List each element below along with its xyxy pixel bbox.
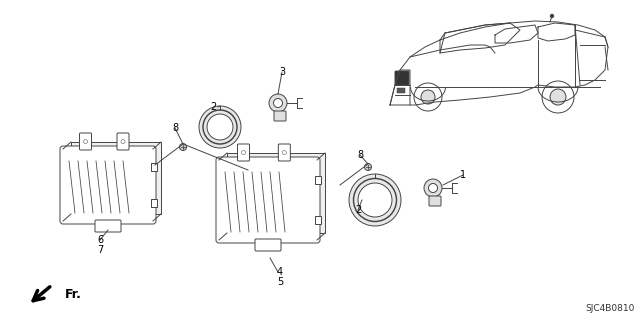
FancyBboxPatch shape: [117, 133, 129, 150]
FancyBboxPatch shape: [274, 111, 286, 121]
Circle shape: [550, 89, 566, 105]
Circle shape: [273, 99, 282, 108]
Circle shape: [241, 151, 246, 154]
Polygon shape: [227, 153, 325, 233]
FancyBboxPatch shape: [237, 144, 250, 161]
Circle shape: [550, 14, 554, 18]
Circle shape: [179, 144, 186, 151]
FancyBboxPatch shape: [429, 196, 441, 206]
FancyBboxPatch shape: [95, 220, 121, 232]
FancyBboxPatch shape: [278, 144, 291, 161]
Circle shape: [282, 151, 286, 154]
Circle shape: [414, 83, 442, 111]
FancyBboxPatch shape: [79, 133, 92, 150]
Text: 6: 6: [97, 235, 103, 245]
FancyBboxPatch shape: [395, 71, 409, 85]
Text: SJC4B0810: SJC4B0810: [586, 304, 635, 313]
Circle shape: [349, 174, 401, 226]
FancyBboxPatch shape: [60, 146, 156, 224]
Polygon shape: [71, 142, 161, 214]
Text: 3: 3: [279, 67, 285, 77]
Circle shape: [207, 114, 233, 140]
Bar: [397, 88, 405, 93]
Bar: [151, 199, 157, 207]
Circle shape: [542, 81, 574, 113]
Text: 7: 7: [97, 245, 103, 255]
FancyBboxPatch shape: [216, 157, 320, 243]
Text: 8: 8: [172, 123, 178, 133]
Text: 2: 2: [355, 205, 361, 215]
Circle shape: [358, 183, 392, 217]
Text: 4: 4: [277, 267, 283, 277]
Text: 8: 8: [357, 150, 363, 160]
Text: Fr.: Fr.: [65, 288, 82, 301]
Circle shape: [269, 94, 287, 112]
Circle shape: [365, 164, 371, 170]
Circle shape: [429, 183, 438, 192]
Bar: [151, 163, 157, 171]
Circle shape: [83, 139, 88, 144]
Text: 1: 1: [460, 170, 466, 180]
Circle shape: [421, 90, 435, 104]
FancyBboxPatch shape: [255, 239, 281, 251]
Text: 2: 2: [210, 102, 216, 112]
Text: 5: 5: [277, 277, 283, 287]
Circle shape: [424, 179, 442, 197]
Circle shape: [121, 139, 125, 144]
Bar: [315, 216, 321, 224]
Bar: [315, 176, 321, 184]
Circle shape: [199, 106, 241, 148]
